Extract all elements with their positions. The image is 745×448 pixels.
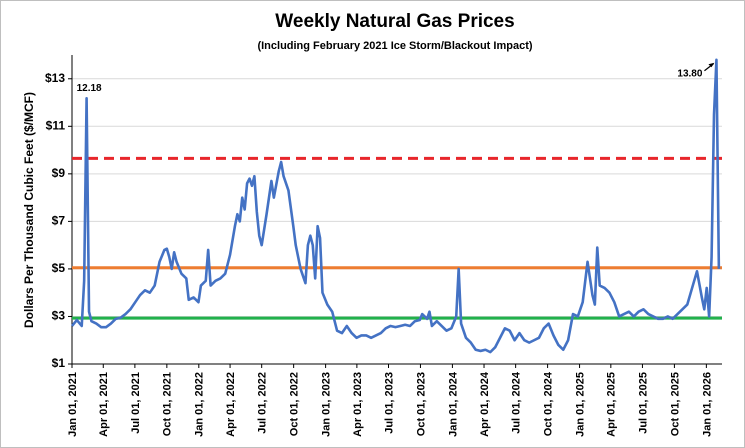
y-tick-label: $1 bbox=[52, 356, 66, 370]
x-tick-label: Apr 01, 2023 bbox=[352, 372, 364, 437]
x-tick-label: Oct 01, 2021 bbox=[162, 372, 174, 436]
x-tick-label: Oct 01, 2022 bbox=[289, 372, 301, 436]
x-tick-label: Jul 01, 2022 bbox=[257, 372, 269, 434]
x-tick-label: Jan 01, 2022 bbox=[194, 372, 206, 437]
x-tick-label: Apr 01, 2021 bbox=[98, 372, 110, 437]
x-tick-label: Oct 01, 2023 bbox=[415, 372, 427, 436]
y-tick-label: $3 bbox=[52, 309, 66, 323]
chart-subtitle: (Including February 2021 Ice Storm/Black… bbox=[257, 40, 532, 52]
x-tick-label: Apr 01, 2025 bbox=[606, 372, 618, 437]
y-tick-label: $7 bbox=[52, 214, 66, 228]
x-tick-label: Jan 01, 2025 bbox=[574, 372, 586, 437]
x-tick-label: Jul 01, 2023 bbox=[383, 372, 395, 434]
x-tick-label: Jan 01, 2026 bbox=[701, 372, 713, 437]
x-tick-label: Jul 01, 2021 bbox=[130, 372, 142, 434]
x-tick-label: Oct 01, 2025 bbox=[669, 372, 681, 436]
x-tick-label: Apr 01, 2024 bbox=[479, 371, 491, 437]
y-tick-label: $13 bbox=[45, 71, 65, 85]
x-tick-label: Jan 01, 2023 bbox=[321, 372, 333, 437]
x-tick-label: Jan 01, 2021 bbox=[67, 372, 79, 437]
data-label: 12.18 bbox=[77, 83, 102, 94]
x-tick-label: Oct 01, 2024 bbox=[543, 371, 555, 436]
data-label: 13.80 bbox=[677, 68, 702, 79]
y-tick-label: $11 bbox=[46, 118, 66, 132]
x-tick-label: Apr 01, 2022 bbox=[225, 372, 237, 437]
x-tick-label: Jul 01, 2024 bbox=[511, 371, 523, 434]
y-axis-label: Dollars Per Thousand Cubic Feet ($/MCF) bbox=[22, 92, 36, 328]
y-tick-label: $5 bbox=[52, 261, 66, 275]
y-tick-label: $9 bbox=[52, 166, 66, 180]
x-tick-label: Jul 01, 2025 bbox=[637, 372, 649, 434]
chart-title: Weekly Natural Gas Prices bbox=[275, 11, 514, 32]
x-tick-label: Jan 01, 2024 bbox=[447, 371, 459, 437]
series-line bbox=[70, 58, 721, 354]
annotation-arrowhead bbox=[708, 62, 715, 68]
